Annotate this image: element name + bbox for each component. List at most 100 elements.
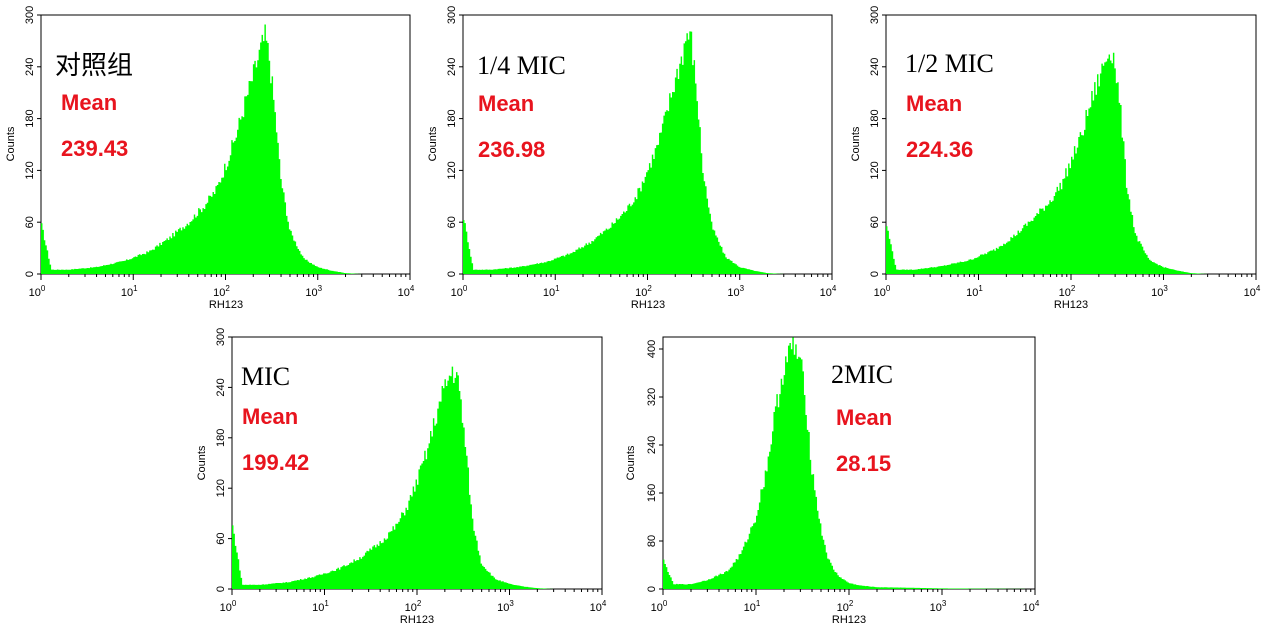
x-tick-label: 102 <box>635 284 652 299</box>
x-tick-label: 103 <box>305 284 322 299</box>
x-tick-label: 100 <box>29 284 46 299</box>
y-tick-label: 240 <box>646 436 658 454</box>
y-axis-ticks: 0 60 120 180 240 300 <box>446 6 463 277</box>
y-tick-label: 120 <box>869 161 881 179</box>
x-tick-label: 103 <box>727 284 744 299</box>
y-axis-label: Counts <box>427 126 439 161</box>
y-axis-label: Counts <box>625 445 637 480</box>
histogram-panel-2mic: 0 80 160 240 320 400 100 101 102 103 104 Counts R… <box>625 336 1040 626</box>
x-tick-label: 103 <box>497 599 514 614</box>
x-tick-label: 100 <box>874 284 891 299</box>
x-axis-ticks: 100 101 102 103 104 <box>220 589 607 614</box>
y-tick-label: 80 <box>646 535 658 547</box>
histogram-area <box>232 366 602 589</box>
x-tick-label: 101 <box>312 599 329 614</box>
histogram-area <box>41 24 410 274</box>
mean-value: 236.98 <box>478 137 545 162</box>
x-tick-label: 100 <box>220 599 237 614</box>
x-tick-label: 102 <box>405 599 422 614</box>
x-tick-label: 101 <box>121 284 138 299</box>
y-tick-label: 240 <box>24 58 36 76</box>
x-axis-label: RH123 <box>209 299 243 311</box>
y-tick-label: 160 <box>646 484 658 502</box>
y-axis-ticks: 0 60 120 180 240 300 <box>869 6 886 277</box>
y-tick-label: 300 <box>215 328 227 346</box>
x-tick-label: 101 <box>966 284 983 299</box>
y-axis-label: Counts <box>5 126 17 161</box>
group-label: 2MIC <box>831 360 893 389</box>
y-tick-label: 240 <box>869 58 881 76</box>
y-tick-label: 180 <box>215 429 227 447</box>
y-axis-label: Counts <box>850 126 862 161</box>
mean-label: Mean <box>478 91 534 116</box>
x-axis-label: RH123 <box>400 614 434 626</box>
histogram-area <box>663 337 1035 589</box>
x-axis-ticks: 100 101 102 103 104 <box>651 589 1040 614</box>
x-axis-label: RH123 <box>1054 299 1088 311</box>
x-tick-label: 103 <box>930 599 947 614</box>
group-label: MIC <box>241 362 290 391</box>
y-tick-label: 300 <box>24 6 36 24</box>
y-tick-label: 240 <box>215 378 227 396</box>
x-tick-label: 102 <box>837 599 854 614</box>
mean-label: Mean <box>906 91 962 116</box>
y-tick-label: 0 <box>24 271 36 277</box>
y-axis-ticks: 0 60 120 180 240 300 <box>215 328 232 592</box>
x-tick-label: 103 <box>1151 284 1168 299</box>
y-tick-label: 60 <box>215 532 227 544</box>
x-tick-label: 100 <box>651 599 668 614</box>
histogram-panel-mic: 0 60 120 180 240 300 100 101 102 103 104 Counts R… <box>196 328 607 626</box>
y-tick-label: 60 <box>869 216 881 228</box>
x-axis-label: RH123 <box>832 614 866 626</box>
y-tick-label: 300 <box>446 6 458 24</box>
y-tick-label: 0 <box>215 586 227 592</box>
y-tick-label: 300 <box>869 6 881 24</box>
y-axis-ticks: 0 60 120 180 240 300 <box>24 6 41 277</box>
x-tick-label: 104 <box>820 284 837 299</box>
group-label: 1/2 MIC <box>905 49 994 78</box>
histogram-area <box>463 31 832 275</box>
x-tick-label: 104 <box>398 284 415 299</box>
histogram-panel-quarter-mic: 0 60 120 180 240 300 100 101 102 103 104 Counts R… <box>427 6 837 311</box>
x-tick-label: 100 <box>451 284 468 299</box>
y-tick-label: 0 <box>869 271 881 277</box>
x-tick-label: 101 <box>744 599 761 614</box>
histogram-panel-half-mic: 0 60 120 180 240 300 100 101 102 103 104 Counts R… <box>850 6 1261 311</box>
x-tick-label: 102 <box>213 284 230 299</box>
histogram-area <box>886 52 1256 274</box>
y-tick-label: 60 <box>24 216 36 228</box>
x-tick-label: 104 <box>1023 599 1040 614</box>
y-tick-label: 180 <box>869 109 881 127</box>
histogram-panel-control: 0 60 120 180 240 300 100 101 102 103 104 Counts R… <box>5 6 415 311</box>
y-tick-label: 120 <box>446 161 458 179</box>
group-label: 1/4 MIC <box>477 51 566 80</box>
mean-value: 239.43 <box>61 136 128 161</box>
x-axis-ticks: 100 101 102 103 104 <box>874 274 1261 299</box>
y-tick-label: 120 <box>24 161 36 179</box>
y-axis-ticks: 0 80 160 240 320 400 <box>646 340 663 592</box>
y-tick-label: 0 <box>646 586 658 592</box>
x-axis-ticks: 100 101 102 103 104 <box>451 274 837 299</box>
y-tick-label: 320 <box>646 388 658 406</box>
y-tick-label: 60 <box>446 216 458 228</box>
mean-value: 28.15 <box>836 451 891 476</box>
x-tick-label: 101 <box>543 284 560 299</box>
group-label: 对照组 <box>55 51 133 80</box>
x-axis-label: RH123 <box>631 299 665 311</box>
y-tick-label: 0 <box>446 271 458 277</box>
y-axis-label: Counts <box>196 445 208 480</box>
x-axis-ticks: 100 101 102 103 104 <box>29 274 415 299</box>
mean-value: 224.36 <box>906 137 973 162</box>
mean-label: Mean <box>242 404 298 429</box>
mean-label: Mean <box>61 90 117 115</box>
mean-label: Mean <box>836 405 892 430</box>
y-tick-label: 180 <box>446 109 458 127</box>
mean-value: 199.42 <box>242 450 309 475</box>
y-tick-label: 400 <box>646 340 658 358</box>
x-tick-label: 104 <box>1244 284 1261 299</box>
y-tick-label: 240 <box>446 58 458 76</box>
x-tick-label: 104 <box>590 599 607 614</box>
y-tick-label: 120 <box>215 479 227 497</box>
y-tick-label: 180 <box>24 109 36 127</box>
